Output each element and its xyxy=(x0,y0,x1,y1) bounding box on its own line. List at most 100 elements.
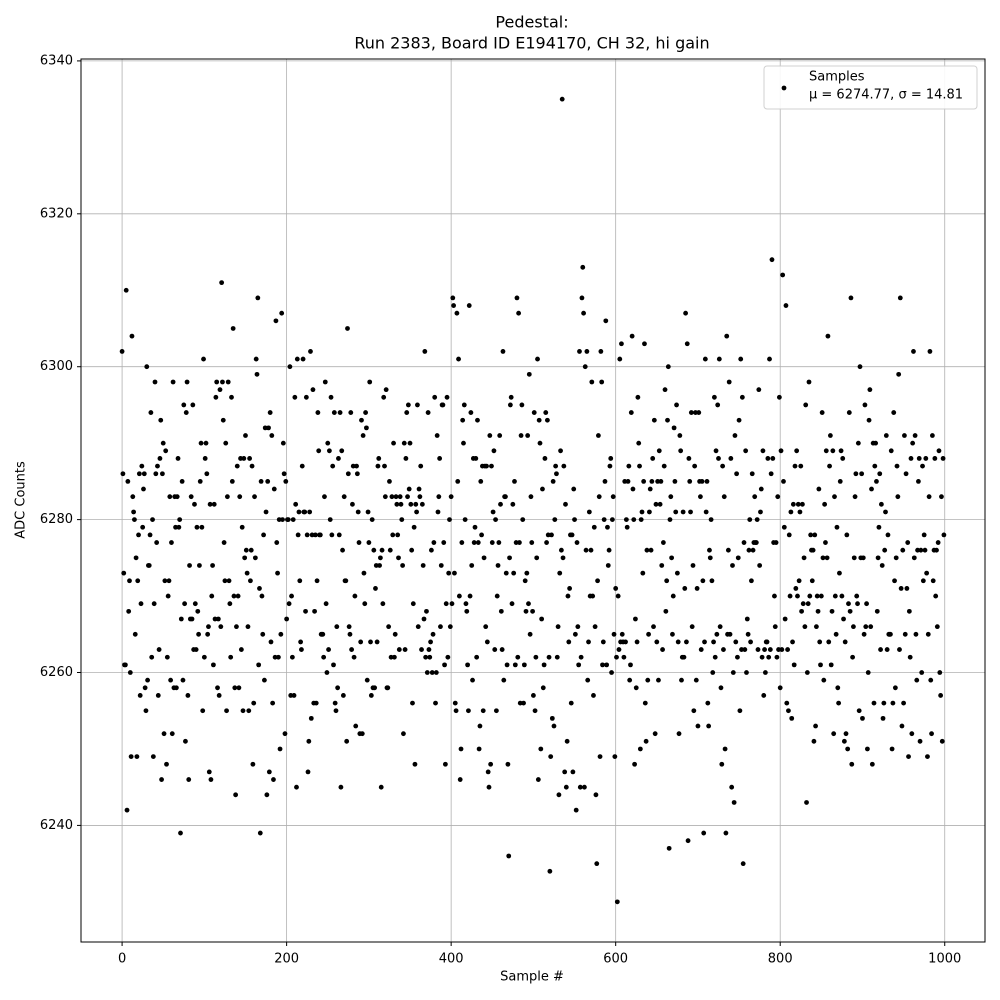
point xyxy=(449,601,455,607)
point xyxy=(312,608,317,614)
point xyxy=(132,517,137,523)
point xyxy=(497,433,503,438)
point xyxy=(811,738,817,744)
point xyxy=(844,532,850,538)
point xyxy=(665,417,670,423)
point xyxy=(176,524,182,530)
point xyxy=(460,417,466,423)
point xyxy=(624,524,630,530)
point xyxy=(483,624,489,630)
point xyxy=(426,647,432,652)
point xyxy=(315,410,321,415)
point xyxy=(900,547,906,553)
point xyxy=(872,463,878,469)
point xyxy=(639,509,645,515)
point xyxy=(185,693,191,698)
point xyxy=(223,440,229,446)
point xyxy=(412,761,418,767)
point xyxy=(387,547,393,553)
point xyxy=(848,295,854,301)
point xyxy=(644,547,650,553)
point xyxy=(674,402,679,408)
point xyxy=(680,509,686,515)
point xyxy=(588,547,594,553)
point xyxy=(210,563,215,568)
point xyxy=(705,700,711,706)
point xyxy=(536,417,542,423)
point xyxy=(580,264,586,270)
point xyxy=(548,754,554,760)
point xyxy=(555,624,561,630)
point xyxy=(204,471,210,477)
point xyxy=(246,708,252,714)
point xyxy=(563,501,568,507)
point xyxy=(387,478,392,484)
point xyxy=(936,448,942,454)
point xyxy=(233,792,239,798)
point xyxy=(270,700,276,706)
point xyxy=(510,501,516,507)
point xyxy=(738,356,744,362)
point xyxy=(528,494,534,500)
point xyxy=(919,670,925,675)
point xyxy=(251,700,257,706)
point xyxy=(739,647,744,652)
point xyxy=(295,532,301,538)
point xyxy=(465,662,471,668)
point xyxy=(466,708,471,714)
point xyxy=(939,738,945,744)
point xyxy=(846,601,851,607)
point xyxy=(209,593,215,599)
point xyxy=(173,524,178,530)
point xyxy=(859,471,865,477)
point xyxy=(754,517,760,523)
point xyxy=(711,394,717,400)
point xyxy=(828,662,834,668)
point xyxy=(882,547,888,553)
point xyxy=(924,570,930,576)
point xyxy=(131,509,137,515)
point xyxy=(124,807,130,813)
point xyxy=(503,494,508,500)
point xyxy=(529,540,535,545)
point xyxy=(300,356,306,362)
point xyxy=(685,838,691,844)
point xyxy=(670,631,675,637)
point xyxy=(713,448,719,454)
point xyxy=(664,578,670,584)
point xyxy=(716,456,721,461)
point xyxy=(676,731,682,737)
point xyxy=(890,700,896,706)
point xyxy=(816,486,822,492)
point xyxy=(749,471,755,477)
point xyxy=(761,693,767,698)
point xyxy=(401,731,406,737)
point xyxy=(784,700,790,706)
point xyxy=(730,563,735,568)
point xyxy=(827,463,832,469)
point xyxy=(693,677,699,683)
point xyxy=(709,578,715,584)
point xyxy=(567,586,573,591)
point xyxy=(154,540,160,545)
point xyxy=(609,670,614,675)
x-tick-label: 800 xyxy=(768,952,793,967)
point xyxy=(526,601,531,607)
point xyxy=(892,578,897,584)
point xyxy=(632,761,637,767)
point xyxy=(197,563,202,568)
point xyxy=(829,608,835,614)
point xyxy=(122,662,128,668)
point xyxy=(160,440,166,446)
point xyxy=(454,310,460,316)
point xyxy=(400,563,406,568)
point xyxy=(506,853,512,859)
point xyxy=(540,486,545,492)
point xyxy=(652,731,658,737)
point xyxy=(755,647,761,652)
point xyxy=(219,280,225,286)
point xyxy=(598,349,604,354)
point xyxy=(479,532,484,538)
point xyxy=(303,394,309,400)
point xyxy=(362,601,368,607)
